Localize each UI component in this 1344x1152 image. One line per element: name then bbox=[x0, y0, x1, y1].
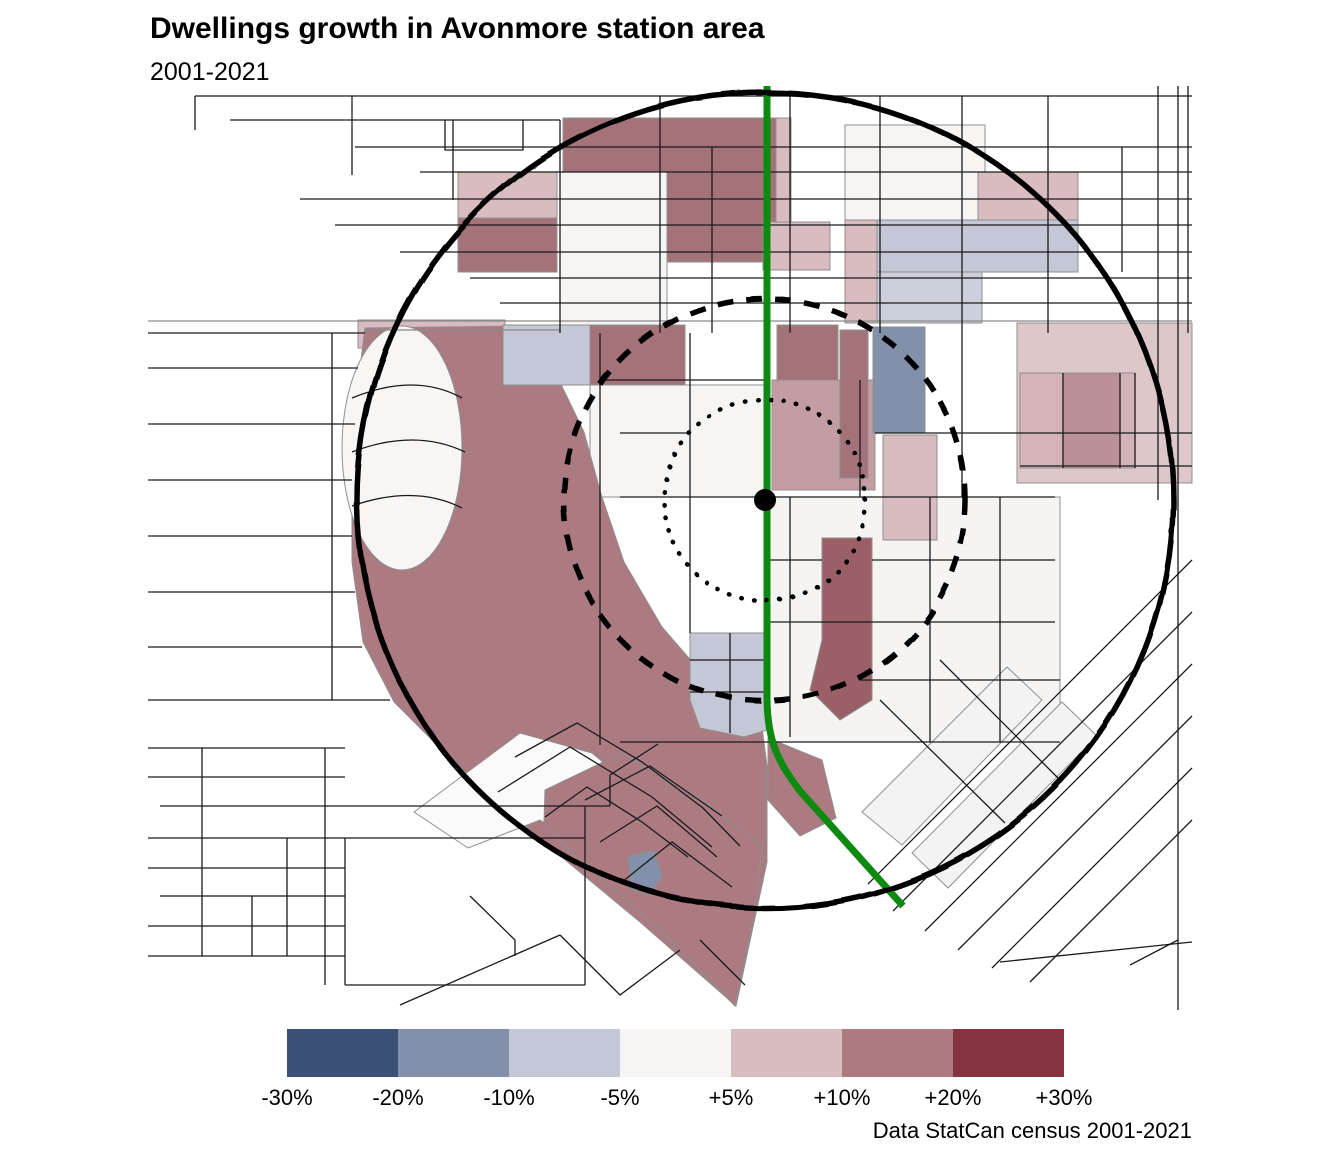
tract-blue-vrect bbox=[872, 326, 926, 434]
tract-band-blue bbox=[502, 324, 591, 386]
legend-swatch-6 bbox=[842, 1029, 953, 1077]
street bbox=[351, 439, 466, 453]
tract-top-red-col bbox=[666, 171, 777, 263]
radius-ring-inner bbox=[661, 396, 869, 604]
transit-line bbox=[763, 86, 906, 909]
radius-ring-outer bbox=[354, 89, 1176, 911]
street bbox=[544, 786, 689, 858]
legend-label: -20% bbox=[372, 1085, 424, 1110]
street bbox=[497, 746, 713, 848]
tract-top-red-band bbox=[562, 117, 777, 173]
street bbox=[957, 715, 1193, 951]
tract-topright-pink bbox=[977, 171, 1079, 223]
tract-strip-1 bbox=[861, 666, 1043, 846]
legend-swatch-4 bbox=[620, 1029, 731, 1077]
legend-label: -30% bbox=[261, 1085, 313, 1110]
legend-label: +10% bbox=[813, 1085, 871, 1110]
street bbox=[599, 805, 718, 858]
tract-band-red bbox=[589, 324, 686, 386]
tract-topright-blue-block bbox=[876, 271, 983, 324]
street bbox=[444, 120, 524, 151]
radius-ring-middle bbox=[561, 296, 969, 704]
tract-pink-small bbox=[882, 434, 938, 541]
tract-dark-bar bbox=[809, 537, 873, 721]
street bbox=[699, 939, 746, 986]
legend-swatch-5 bbox=[731, 1029, 842, 1077]
data-source-caption: Data StatCan census 2001-2021 bbox=[872, 1118, 1192, 1143]
page-title: Dwellings growth in Avonmore station are… bbox=[150, 12, 765, 45]
tract-offwhite-3 bbox=[589, 384, 769, 498]
street bbox=[879, 699, 1006, 824]
legend-swatch-7 bbox=[953, 1029, 1064, 1077]
tract-left-red-rect bbox=[457, 217, 558, 273]
legend-color-bar bbox=[287, 1029, 1064, 1077]
street bbox=[469, 895, 516, 956]
tract-topright-pink-sliver bbox=[844, 219, 878, 324]
tract-pink-right-of-line bbox=[762, 221, 831, 271]
street bbox=[584, 765, 723, 817]
tract-right-red-inner bbox=[1062, 372, 1121, 469]
legend-swatch-3 bbox=[509, 1029, 620, 1077]
street bbox=[609, 743, 659, 776]
street bbox=[1129, 939, 1179, 966]
street bbox=[924, 663, 1193, 932]
legend-label: +5% bbox=[708, 1085, 754, 1110]
street bbox=[621, 841, 733, 888]
legend-label: -5% bbox=[600, 1085, 640, 1110]
street bbox=[991, 767, 1193, 969]
legend-label: +20% bbox=[924, 1085, 982, 1110]
street bbox=[867, 559, 1193, 885]
street bbox=[559, 934, 681, 996]
street bbox=[351, 494, 463, 509]
street bbox=[351, 384, 463, 399]
tract-center-blue-poly bbox=[689, 632, 768, 738]
street bbox=[399, 934, 561, 1006]
legend-swatch-2 bbox=[398, 1029, 509, 1077]
legend-label: +30% bbox=[1035, 1085, 1093, 1110]
station-marker bbox=[754, 489, 776, 511]
street bbox=[939, 659, 1061, 781]
legend-label: -10% bbox=[483, 1085, 535, 1110]
street bbox=[999, 941, 1193, 963]
legend-swatch-1 bbox=[287, 1029, 398, 1077]
street bbox=[1029, 819, 1193, 983]
page-subtitle: 2001-2021 bbox=[150, 58, 270, 86]
street bbox=[514, 722, 741, 847]
tract-band-red-right bbox=[776, 324, 839, 381]
tract-left-pink-rect bbox=[457, 171, 558, 219]
legend-labels: -30% -20% -10% -5% +5% +10% +20% +30% bbox=[0, 1085, 1344, 1111]
